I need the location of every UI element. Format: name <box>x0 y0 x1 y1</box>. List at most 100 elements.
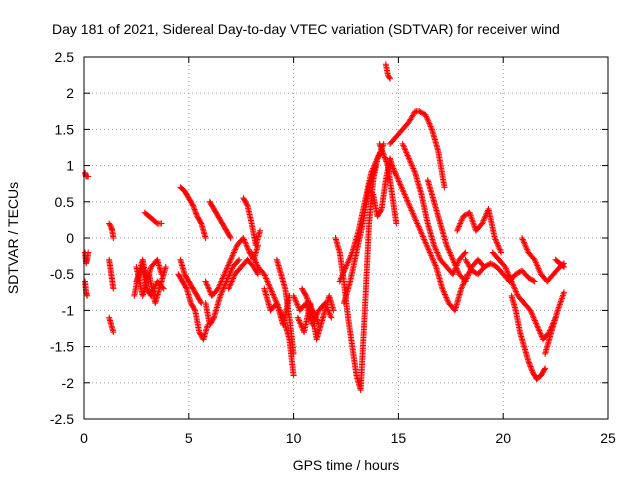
data-point <box>426 248 433 255</box>
data-point <box>375 152 382 159</box>
data-point <box>202 235 209 241</box>
data-point <box>314 317 321 324</box>
data-point <box>407 158 414 165</box>
data-point <box>426 120 433 127</box>
data-point <box>560 289 567 296</box>
data-track <box>82 169 92 180</box>
data-track <box>177 256 205 307</box>
data-point <box>404 197 411 204</box>
data-point <box>532 259 539 266</box>
data-point <box>533 261 540 268</box>
data-point <box>403 151 410 158</box>
data-point <box>387 75 394 82</box>
data-point <box>487 260 494 267</box>
data-point <box>232 246 239 253</box>
data-point <box>413 219 420 226</box>
data-point <box>312 312 319 319</box>
data-point <box>425 119 432 126</box>
data-point <box>314 319 321 326</box>
data-point <box>528 366 535 373</box>
data-point <box>449 255 456 262</box>
data-track <box>133 263 169 307</box>
data-point <box>479 220 486 227</box>
data-point <box>243 242 250 249</box>
data-track <box>387 108 448 191</box>
data-point <box>251 255 258 262</box>
data-point <box>420 235 427 241</box>
data-point <box>191 205 198 212</box>
data-point <box>418 229 425 236</box>
data-point <box>414 221 421 228</box>
data-point <box>417 109 424 116</box>
data-track <box>273 256 297 357</box>
data-point <box>197 219 204 226</box>
data-point <box>423 114 430 121</box>
data-point <box>401 145 408 152</box>
data-point <box>344 259 351 266</box>
data-point <box>403 195 410 202</box>
data-point <box>224 275 231 282</box>
x-tick-label: 25 <box>600 430 616 446</box>
data-point <box>448 253 455 260</box>
data-point <box>392 169 399 176</box>
data-point <box>525 358 532 365</box>
data-point <box>506 274 513 281</box>
data-point <box>496 246 503 253</box>
data-point <box>424 116 431 123</box>
data-point <box>504 269 511 276</box>
data-point <box>230 275 237 282</box>
data-point <box>242 239 249 246</box>
data-point <box>404 152 411 159</box>
data-point <box>458 284 465 291</box>
data-point <box>389 164 396 171</box>
data-point <box>512 271 519 278</box>
data-point <box>457 220 464 227</box>
data-point <box>330 307 337 314</box>
data-point <box>528 308 535 315</box>
data-point <box>306 302 313 309</box>
data-point <box>464 274 471 281</box>
data-point <box>410 166 417 173</box>
data-point <box>481 263 488 270</box>
data-point <box>409 208 416 215</box>
data-point <box>445 246 452 253</box>
data-point <box>271 294 278 301</box>
data-point <box>557 299 564 306</box>
data-point <box>560 290 567 297</box>
data-point <box>265 279 272 286</box>
data-point <box>427 123 434 130</box>
data-point <box>222 269 229 276</box>
data-point <box>508 278 515 285</box>
data-point <box>419 232 426 239</box>
data-point <box>423 113 430 120</box>
data-point <box>270 292 277 299</box>
data-point <box>242 240 249 247</box>
data-point <box>542 365 549 372</box>
data-point <box>236 256 243 263</box>
data-point <box>230 249 237 256</box>
data-point <box>416 108 423 115</box>
data-point <box>529 367 536 374</box>
data-point <box>558 296 565 303</box>
data-point <box>225 274 232 281</box>
data-point <box>491 235 498 241</box>
data-track <box>298 285 322 328</box>
data-point <box>265 281 272 288</box>
data-point <box>527 364 534 371</box>
data-point <box>250 253 257 260</box>
data-point <box>538 332 545 339</box>
data-point <box>443 294 450 301</box>
data-point <box>488 261 495 268</box>
data-point <box>407 204 414 211</box>
data-point <box>295 303 302 310</box>
data-point <box>441 290 448 297</box>
data-point <box>392 171 399 178</box>
data-point <box>293 300 300 307</box>
data-point <box>379 149 386 156</box>
data-track <box>542 289 567 357</box>
data-point <box>227 268 234 275</box>
data-point <box>470 220 477 227</box>
data-point <box>448 252 455 259</box>
data-point <box>221 271 228 278</box>
data-track <box>519 235 567 285</box>
